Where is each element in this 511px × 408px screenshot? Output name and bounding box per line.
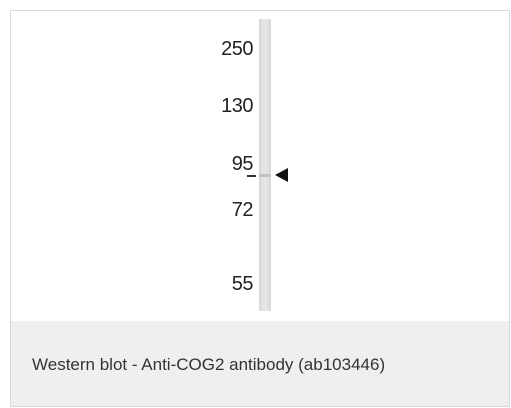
blot-lane [259, 19, 271, 311]
left-pointing-triangle-icon [275, 168, 288, 182]
western-blot-image: 250 130 95 72 55 [11, 11, 509, 321]
marker-label-55: 55 [231, 273, 254, 295]
marker-label-250: 250 [221, 38, 253, 60]
marker-tick [247, 175, 256, 177]
marker-label-72: 72 [231, 199, 254, 221]
protein-band [259, 174, 271, 177]
marker-label-95: 95 [231, 153, 254, 175]
marker-label-130: 130 [221, 95, 253, 117]
figure-card: 250 130 95 72 55 Western blot - Anti-COG… [10, 10, 510, 407]
caption-area: Western blot - Anti-COG2 antibody (ab103… [11, 321, 509, 406]
figure-caption: Western blot - Anti-COG2 antibody (ab103… [32, 355, 386, 374]
